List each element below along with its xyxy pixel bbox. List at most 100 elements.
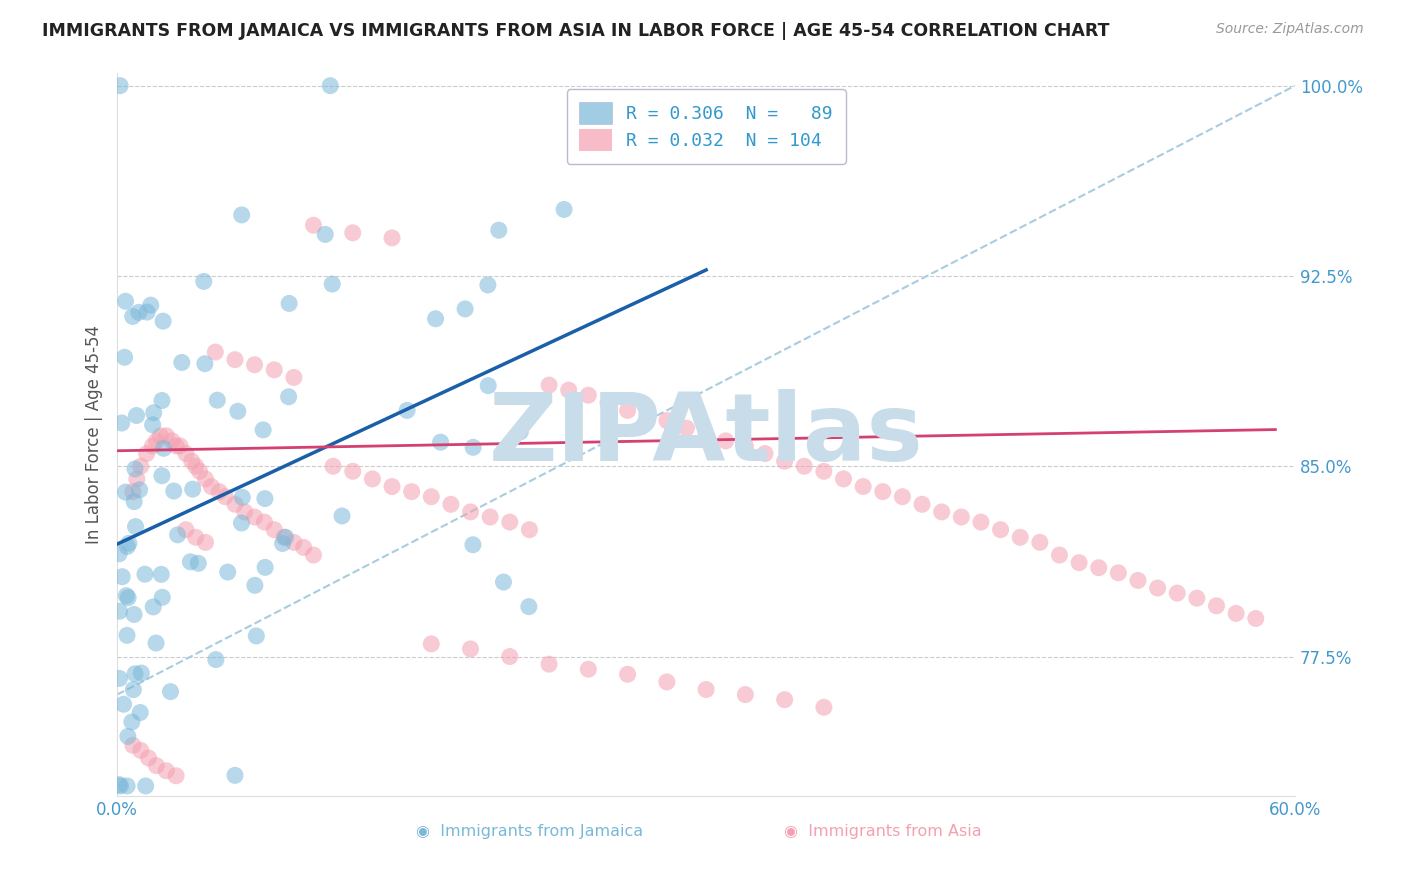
Point [142, 417, 165, 432]
Point [440, 497, 463, 511]
Point [125, 409, 148, 423]
Point [454, 301, 477, 316]
Point [117, 591, 139, 605]
Point [111, 416, 134, 430]
Point [970, 515, 993, 529]
Point [122, 682, 145, 697]
Point [170, 355, 193, 369]
Point [263, 523, 285, 537]
Point [150, 591, 173, 605]
Point [145, 434, 167, 448]
Point [118, 536, 141, 550]
Point [184, 459, 207, 474]
Point [150, 393, 173, 408]
Text: Source: ZipAtlas.com: Source: ZipAtlas.com [1216, 22, 1364, 37]
Point [273, 530, 295, 544]
Point [773, 454, 796, 468]
Point [695, 682, 717, 697]
Point [461, 538, 484, 552]
Point [553, 202, 575, 217]
Point [277, 390, 299, 404]
Point [734, 439, 756, 453]
Point [231, 491, 253, 505]
Point [181, 482, 204, 496]
Point [1126, 574, 1149, 588]
Point [492, 575, 515, 590]
Point [122, 494, 145, 508]
Point [321, 277, 343, 291]
Point [204, 345, 226, 359]
Point [166, 528, 188, 542]
Point [145, 636, 167, 650]
Point [425, 311, 447, 326]
Point [460, 641, 482, 656]
Point [111, 570, 134, 584]
Point [194, 357, 217, 371]
Point [314, 227, 336, 242]
Point [596, 396, 619, 410]
Point [193, 275, 215, 289]
Point [477, 378, 499, 392]
Point [163, 483, 186, 498]
Point [499, 649, 522, 664]
Point [122, 607, 145, 622]
Point [110, 779, 132, 793]
Point [145, 758, 167, 772]
Point [252, 423, 274, 437]
Point [160, 434, 183, 448]
Point [271, 536, 294, 550]
Point [233, 505, 256, 519]
Point [174, 446, 197, 460]
Point [557, 383, 579, 397]
Point [616, 667, 638, 681]
Point [159, 684, 181, 698]
Point [322, 459, 344, 474]
Point [224, 497, 246, 511]
Point [675, 421, 697, 435]
Point [150, 468, 173, 483]
Point [115, 628, 138, 642]
Point [342, 226, 364, 240]
Point [283, 535, 305, 549]
Point [253, 515, 276, 529]
Text: ◉  Immigrants from Jamaica: ◉ Immigrants from Jamaica [416, 824, 643, 838]
Point [108, 672, 131, 686]
Point [832, 472, 855, 486]
Point [655, 413, 678, 427]
Point [576, 388, 599, 402]
Point [517, 599, 540, 614]
Point [891, 490, 914, 504]
Point [1205, 599, 1227, 613]
Text: ◉  Immigrants from Asia: ◉ Immigrants from Asia [785, 824, 981, 838]
Point [169, 439, 191, 453]
Point [852, 479, 875, 493]
Point [872, 484, 894, 499]
Point [477, 277, 499, 292]
Point [122, 739, 145, 753]
Point [381, 479, 404, 493]
Point [1146, 581, 1168, 595]
Point [278, 296, 301, 310]
Y-axis label: In Labor Force | Age 45-54: In Labor Force | Age 45-54 [86, 325, 103, 544]
Point [319, 78, 342, 93]
Point [538, 378, 561, 392]
Point [538, 657, 561, 672]
Point [180, 454, 202, 468]
Point [155, 764, 177, 778]
Point [499, 515, 522, 529]
Point [420, 490, 443, 504]
Point [245, 629, 267, 643]
Point [754, 446, 776, 460]
Point [1067, 556, 1090, 570]
Point [714, 434, 737, 448]
Point [155, 429, 177, 443]
Point [129, 743, 152, 757]
Point [342, 464, 364, 478]
Point [231, 208, 253, 222]
Point [361, 472, 384, 486]
Point [194, 472, 217, 486]
Text: IMMIGRANTS FROM JAMAICA VS IMMIGRANTS FROM ASIA IN LABOR FORCE | AGE 45-54 CORRE: IMMIGRANTS FROM JAMAICA VS IMMIGRANTS FR… [42, 22, 1109, 40]
Point [1185, 591, 1208, 606]
Point [115, 589, 138, 603]
Point [165, 439, 187, 453]
